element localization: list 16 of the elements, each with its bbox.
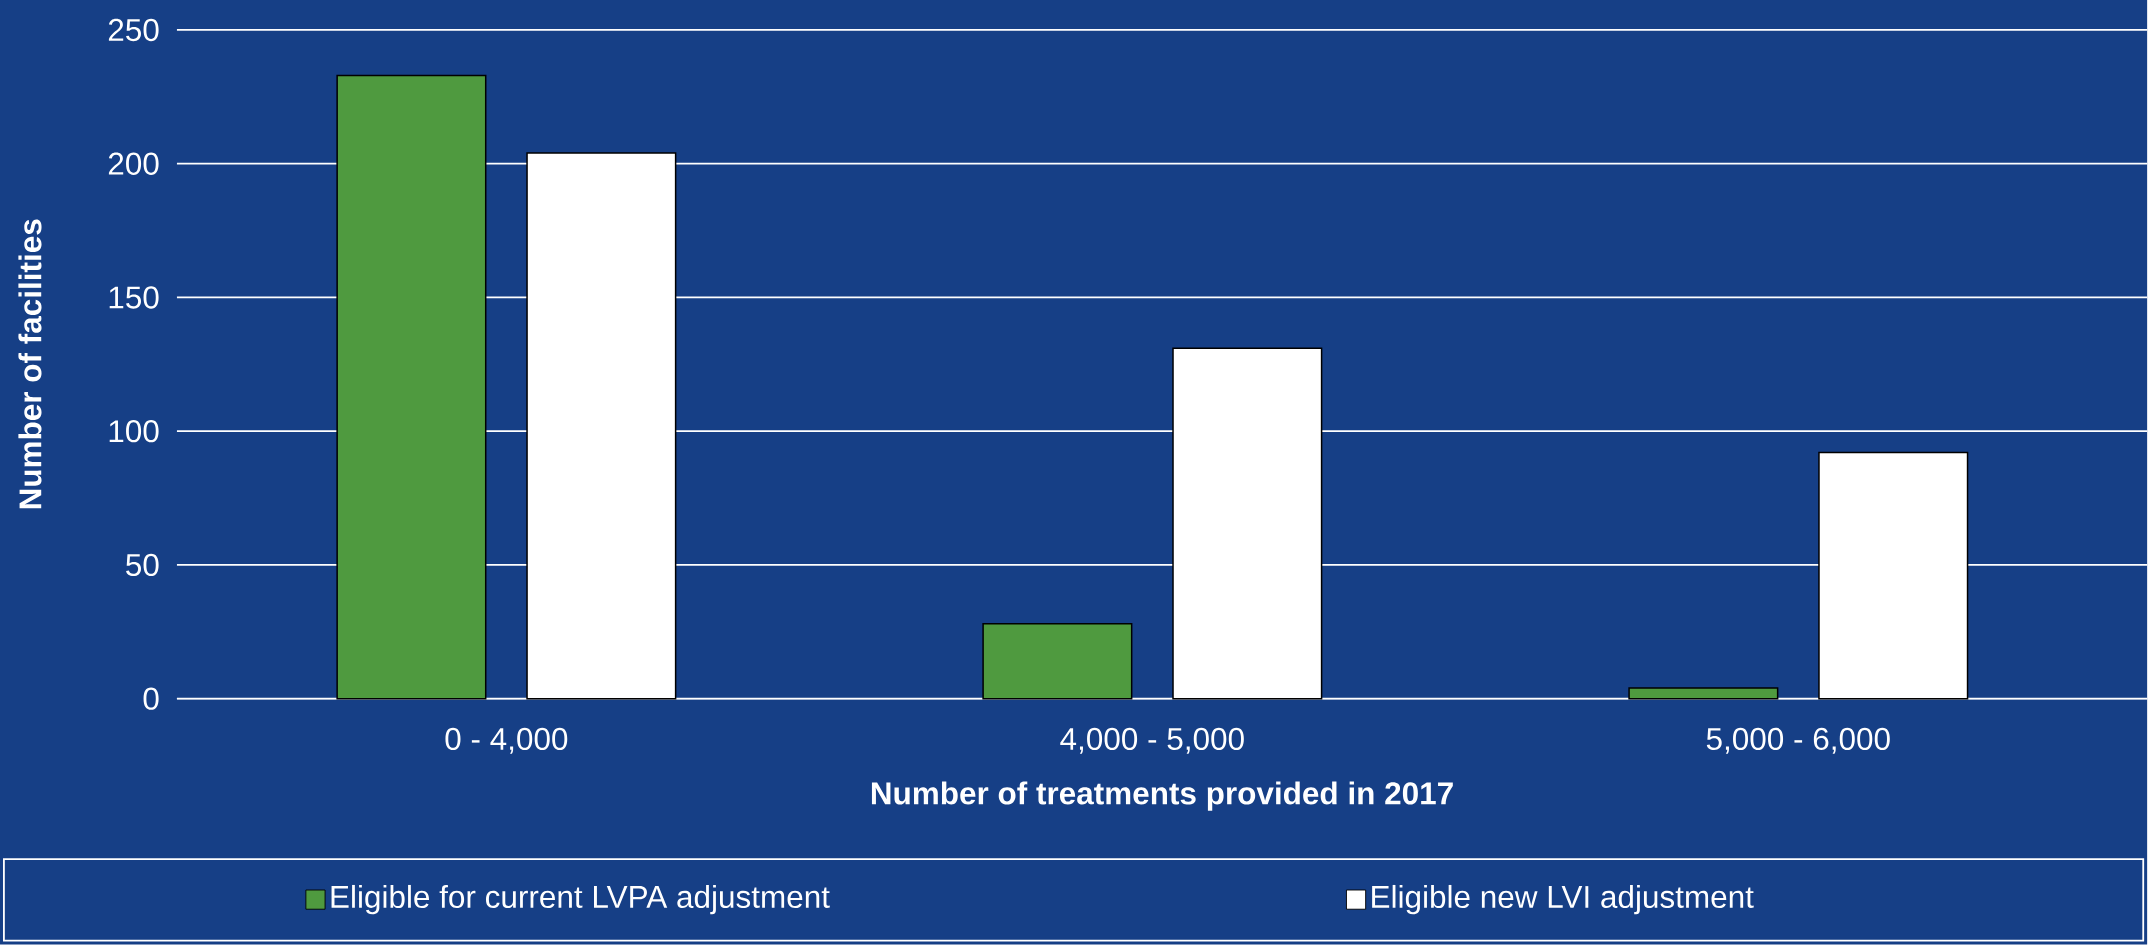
x-axis-title: Number of treatments provided in 2017 [871,781,1453,811]
y-tick-label: 50 [126,554,159,577]
x-tick-label: 0 - 4,000 [445,728,568,755]
y-tick-label: 150 [109,286,159,309]
y-tick-label: 100 [109,420,159,443]
y-tick-label: 200 [108,152,159,176]
bar [336,74,487,700]
y-tick-label: 250 [108,19,159,42]
bar [982,623,1133,700]
x-tick-label: 5,000 - 6,000 [1706,728,1890,755]
legend-label: Eligible new LVI adjustment [1372,885,1754,915]
bar [1628,687,1779,700]
legend-label: Eligible for current LVPA adjustment [331,885,830,915]
y-axis-title: Number of facilities [18,219,42,509]
y-tick-label: 0 [143,687,159,711]
x-tick-label: 4,000 - 5,000 [1060,728,1244,755]
